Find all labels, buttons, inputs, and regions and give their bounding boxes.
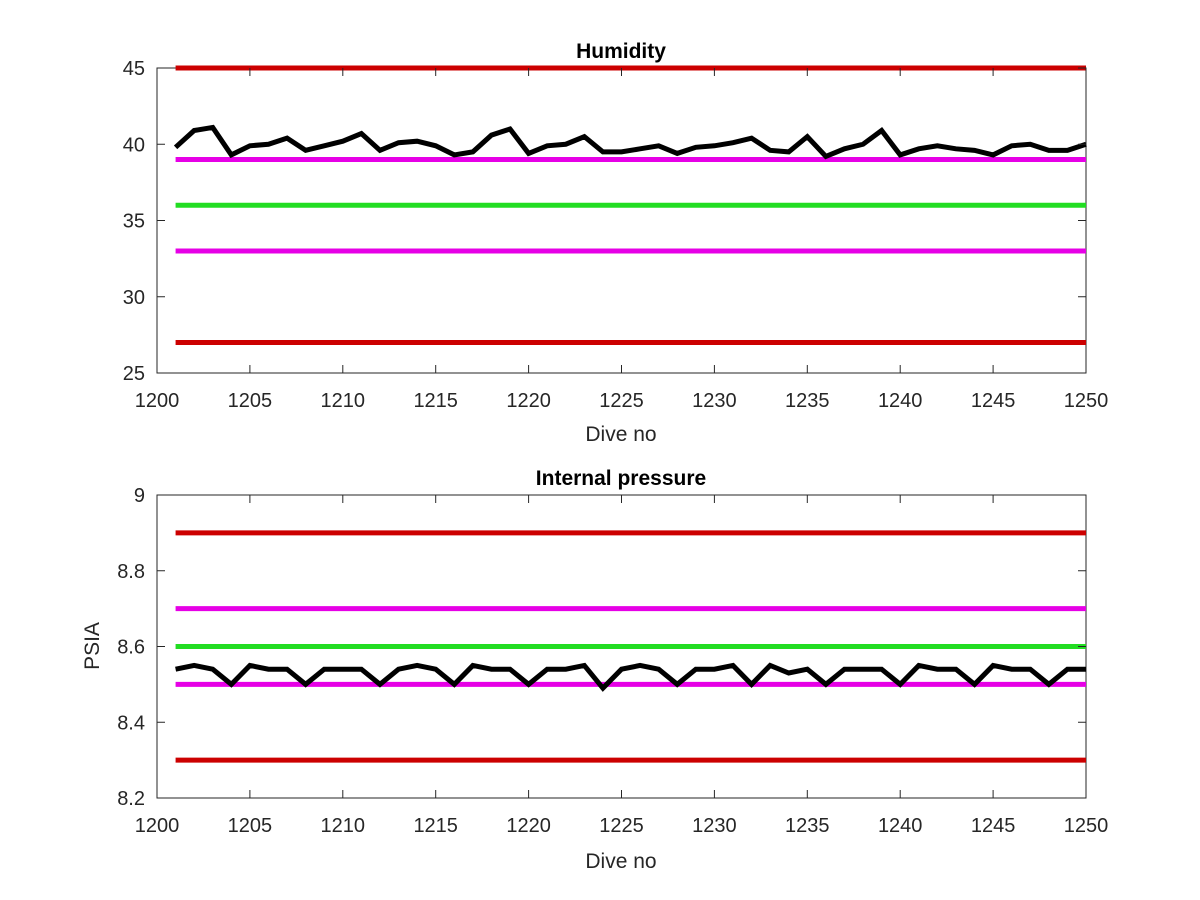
humidity-series: [173, 124, 1087, 160]
pressure-reference-lines: [175, 530, 1086, 763]
pressure-y-ticks: 8.2 8.4 8.6 8.8 9: [117, 485, 1086, 810]
pressure-x-tick-label-0: 1200: [135, 815, 180, 837]
pressure-y-axis-label: PSIA: [81, 622, 104, 670]
pressure-x-tick-label-7: 1235: [785, 815, 830, 837]
humidity-x-tick-label-6: 1230: [692, 390, 737, 412]
humidity-x-tick-label-1: 1205: [228, 390, 273, 412]
humidity-y-tick-label-0: 25: [123, 363, 145, 385]
humidity-y-tick-label-3: 40: [123, 134, 145, 156]
pressure-x-tick-label-2: 1210: [321, 815, 366, 837]
humidity-panel: Humidity Dive no 1200 1205 1210 1215 1220 122…: [123, 40, 1109, 446]
pressure-series: [175, 662, 1086, 692]
pressure-x-ticks: 1200 1205 1210 1215 1220 1225 1230 1235 1240 1245…: [135, 495, 1109, 837]
pressure-x-axis-label: Dive no: [585, 850, 656, 873]
pressure-y-tick-label-0: 8.2: [117, 788, 145, 810]
pressure-x-tick-label-9: 1245: [971, 815, 1016, 837]
internal-pressure-panel: Internal pressure Dive no PSIA 1200 1205 1…: [81, 467, 1108, 873]
humidity-x-tick-label-9: 1245: [971, 390, 1016, 412]
pressure-x-tick-label-10: 1250: [1064, 815, 1109, 837]
humidity-chart-title: Humidity: [576, 40, 666, 63]
pressure-y-tick-label-3: 8.8: [117, 561, 145, 583]
humidity-y-tick-label-2: 35: [123, 211, 145, 233]
pressure-y-tick-label-1: 8.4: [117, 712, 145, 734]
humidity-x-tick-label-4: 1220: [506, 390, 551, 412]
pressure-y-tick-label-2: 8.6: [117, 637, 145, 659]
humidity-y-tick-label-1: 30: [123, 287, 145, 309]
humidity-x-tick-label-0: 1200: [135, 390, 180, 412]
pressure-x-tick-label-4: 1220: [506, 815, 551, 837]
pressure-data-line-0: [175, 662, 1086, 692]
pressure-x-tick-label-3: 1215: [413, 815, 458, 837]
pressure-x-tick-label-1: 1205: [228, 815, 273, 837]
humidity-data-line-0: [173, 124, 1087, 160]
humidity-x-axis-label: Dive no: [585, 423, 656, 446]
humidity-x-tick-label-7: 1235: [785, 390, 830, 412]
humidity-x-tick-label-2: 1210: [321, 390, 366, 412]
humidity-reference-lines: [175, 65, 1086, 345]
pressure-x-tick-label-6: 1230: [692, 815, 737, 837]
humidity-y-ticks: 25 30 35 40 45: [123, 58, 1086, 385]
humidity-x-ticks: 1200 1205 1210 1215 1220 1225 1230 1235 1240 1245…: [135, 68, 1109, 412]
pressure-x-tick-label-5: 1225: [599, 815, 644, 837]
humidity-x-tick-label-8: 1240: [878, 390, 923, 412]
pressure-y-tick-label-4: 9: [134, 485, 145, 507]
pressure-chart-title: Internal pressure: [536, 467, 706, 490]
humidity-x-tick-label-5: 1225: [599, 390, 644, 412]
humidity-y-tick-label-4: 45: [123, 58, 145, 80]
pressure-x-tick-label-8: 1240: [878, 815, 923, 837]
humidity-x-tick-label-3: 1215: [413, 390, 458, 412]
humidity-x-tick-label-10: 1250: [1064, 390, 1109, 412]
